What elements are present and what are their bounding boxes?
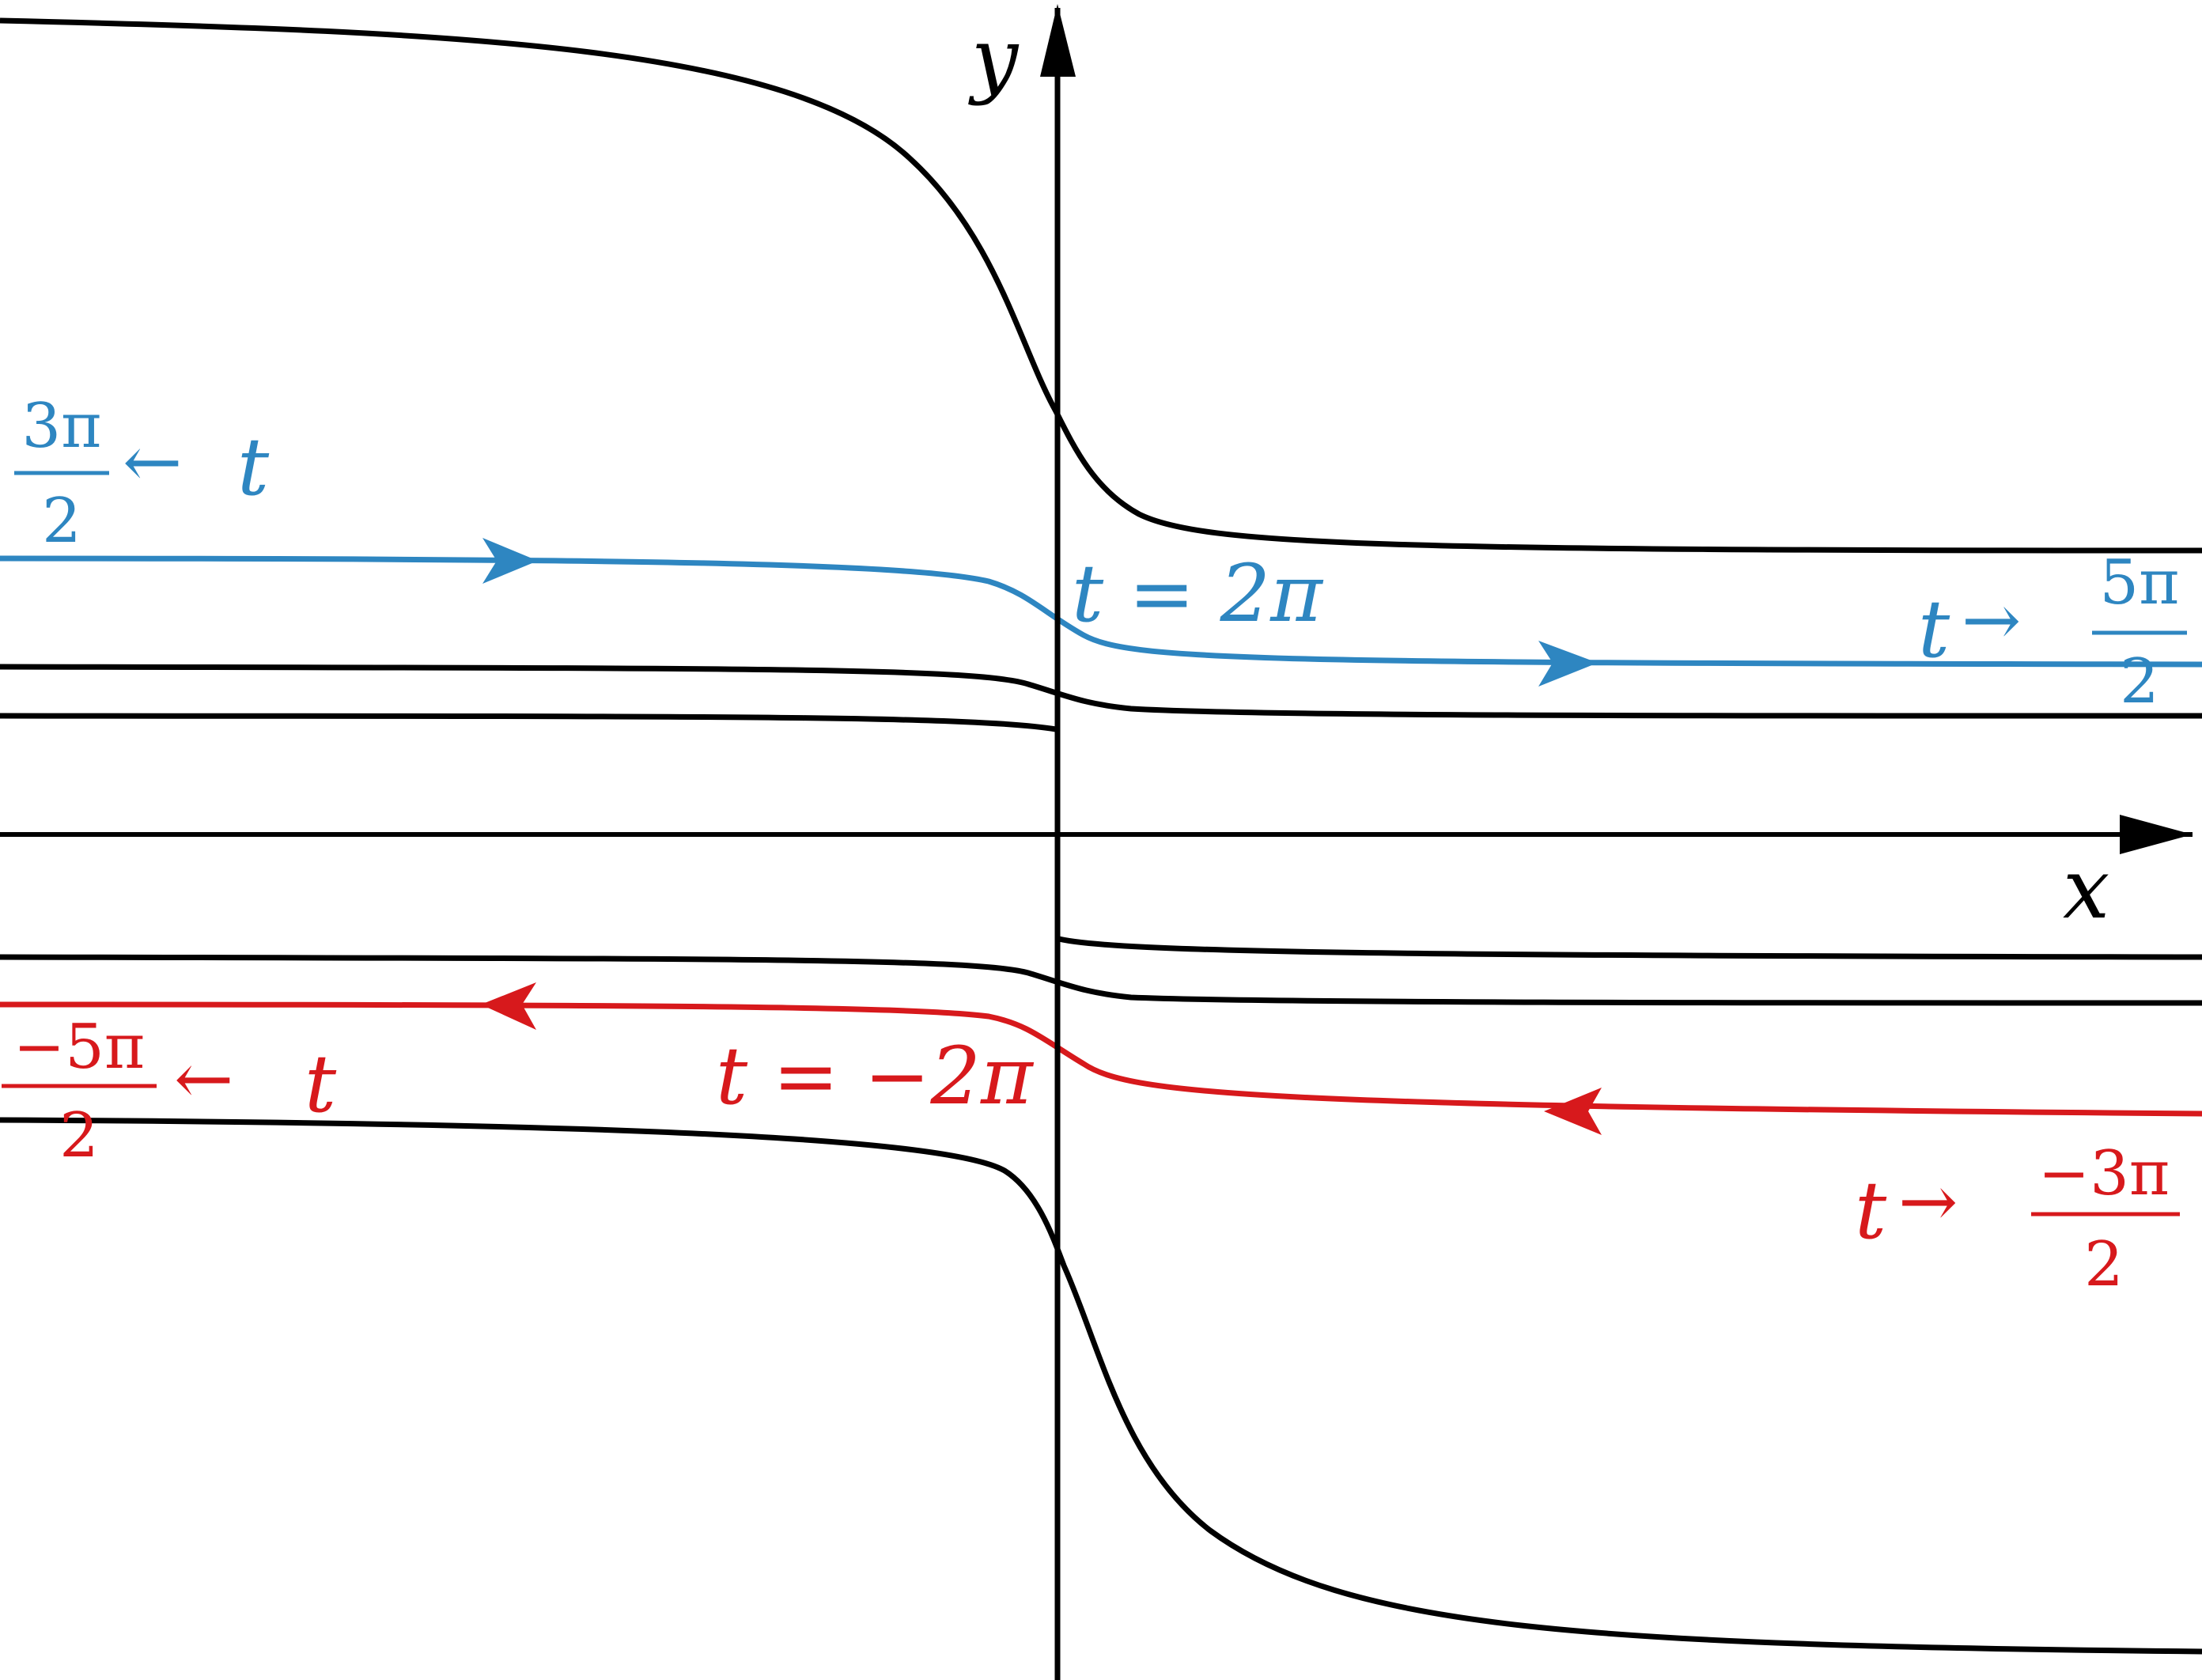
curve-bottom: [0, 1117, 2202, 1655]
red-labels: −5π 2 ← t t = −2π t → −3π 2: [2, 1012, 2180, 1300]
blue-mid-label: t = 2π: [1072, 547, 1324, 640]
y-axis-label: y: [968, 10, 1020, 107]
blue-right-numerator: 5π: [2100, 547, 2180, 619]
curve-upper-1: [0, 664, 2202, 719]
x-axis-arrowhead: [2120, 815, 2193, 854]
red-left-var: t: [305, 1038, 337, 1130]
red-left-arrow: ←: [174, 1038, 233, 1121]
solution-curves: [0, 17, 2202, 1655]
red-right-var: t: [1855, 1164, 1887, 1257]
blue-right-var: t: [1918, 583, 1950, 675]
blue-left-var: t: [237, 421, 270, 513]
blue-left-denominator: 2: [42, 486, 81, 557]
blue-arrowhead-left: [482, 538, 538, 584]
blue-right-arrow: →: [1962, 579, 2021, 662]
blue-labels: 3π 2 ← t t = 2π t → 5π 2: [14, 391, 2187, 717]
blue-left-arrow: ←: [123, 421, 182, 504]
red-left-denominator: 2: [59, 1100, 99, 1171]
red-arrowhead-left: [481, 982, 536, 1030]
red-mid-label: t = −2π: [716, 1030, 1035, 1122]
blue-right-denominator: 2: [2120, 646, 2159, 717]
red-right-numerator: −3π: [2038, 1138, 2170, 1209]
red-right-denominator: 2: [2084, 1229, 2124, 1300]
blue-left-numerator: 3π: [22, 391, 102, 462]
blue-trajectory: [0, 538, 2202, 687]
curve-lower-1: [1055, 935, 2202, 960]
red-right-arrow: →: [1898, 1160, 1958, 1243]
red-arrowhead-right: [1544, 1088, 1602, 1135]
red-left-numerator: −5π: [13, 1012, 145, 1083]
curve-upper-2: [0, 713, 1057, 732]
curve-lower-2: [0, 954, 2202, 1006]
blue-arrowhead-right: [1538, 641, 1598, 687]
y-axis-arrowhead: [1040, 4, 1076, 77]
blue-curve: [0, 555, 2202, 668]
curve-top: [0, 17, 2202, 554]
axes: x y: [0, 4, 2193, 1680]
x-axis-label: x: [2063, 841, 2109, 937]
red-trajectory: [0, 982, 2202, 1135]
red-curve: [0, 1001, 2202, 1117]
